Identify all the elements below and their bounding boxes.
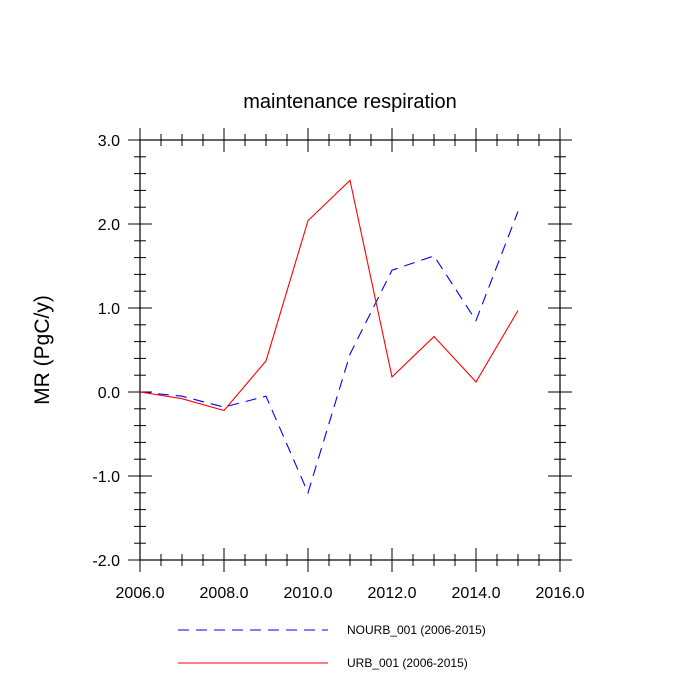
series-layer: [139, 179, 519, 495]
axes: 2006.0 2008.0 2010.0 2012.0 2014.0 2016.0 -2.0…: [92, 128, 585, 602]
series-line-2: [139, 179, 519, 412]
x-tick-label: 2014.0: [452, 585, 501, 602]
y-tick-label: 0.0: [98, 385, 120, 402]
x-tick-label: 2012.0: [368, 585, 417, 602]
y-tick-label: 3.0: [98, 133, 120, 150]
series-line-1: [139, 211, 519, 495]
x-tick-label: 2010.0: [284, 585, 333, 602]
y-axis-label: MR (PgC/y): [31, 295, 54, 405]
x-tick-label: 2006.0: [116, 585, 165, 602]
y-tick-label: 1.0: [98, 301, 120, 318]
y-tick-label: -1.0: [92, 469, 120, 486]
chart-title: maintenance respiration: [243, 91, 456, 113]
y-tick-label: -2.0: [92, 553, 120, 570]
x-tick-label: 2016.0: [536, 585, 585, 602]
plot-frame: [139, 139, 561, 561]
y-tick-label: 2.0: [98, 217, 120, 234]
legend: NOURB_001 (2006-2015) URB_001 (2006-2015): [178, 623, 486, 670]
x-tick-label: 2008.0: [200, 585, 249, 602]
legend-label-1: NOURB_001 (2006-2015): [347, 623, 486, 637]
legend-label-2: URB_001 (2006-2015): [347, 656, 468, 670]
